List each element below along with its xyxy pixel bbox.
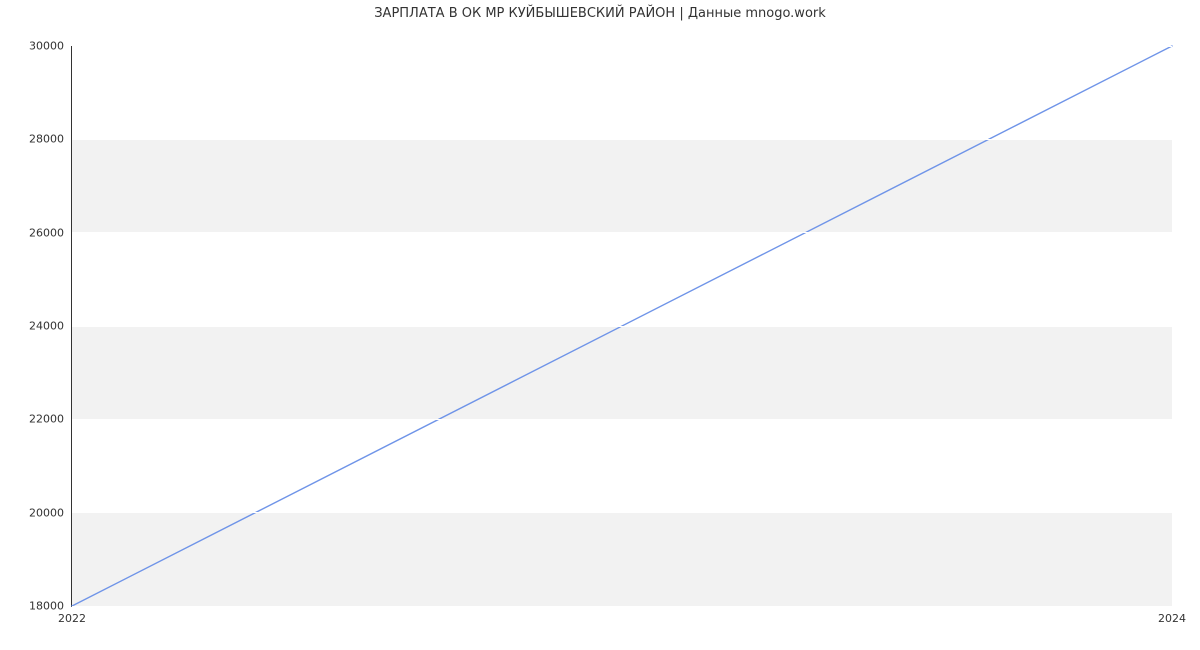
y-gridline — [72, 326, 1172, 327]
y-tick-label: 22000 — [29, 413, 72, 426]
y-gridline — [72, 46, 1172, 47]
y-gridline — [72, 606, 1172, 607]
y-gridline — [72, 139, 1172, 140]
chart-container: ЗАРПЛАТА В ОК МР КУЙБЫШЕВСКИЙ РАЙОН | Да… — [0, 0, 1200, 650]
y-gridline — [72, 512, 1172, 513]
y-tick-label: 28000 — [29, 133, 72, 146]
chart-title: ЗАРПЛАТА В ОК МР КУЙБЫШЕВСКИЙ РАЙОН | Да… — [0, 6, 1200, 21]
y-tick-label: 26000 — [29, 226, 72, 239]
y-gridline — [72, 419, 1172, 420]
x-tick-label: 2022 — [58, 606, 86, 625]
x-tick-label: 2024 — [1158, 606, 1186, 625]
y-tick-label: 20000 — [29, 506, 72, 519]
y-tick-label: 24000 — [29, 320, 72, 333]
y-tick-label: 30000 — [29, 40, 72, 53]
plot-area: 1800020000220002400026000280003000020222… — [72, 46, 1172, 606]
y-gridline — [72, 232, 1172, 233]
